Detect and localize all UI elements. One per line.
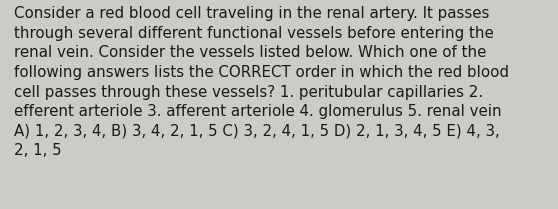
Text: Consider a red blood cell traveling in the renal artery. It passes
through sever: Consider a red blood cell traveling in t… xyxy=(14,6,509,158)
